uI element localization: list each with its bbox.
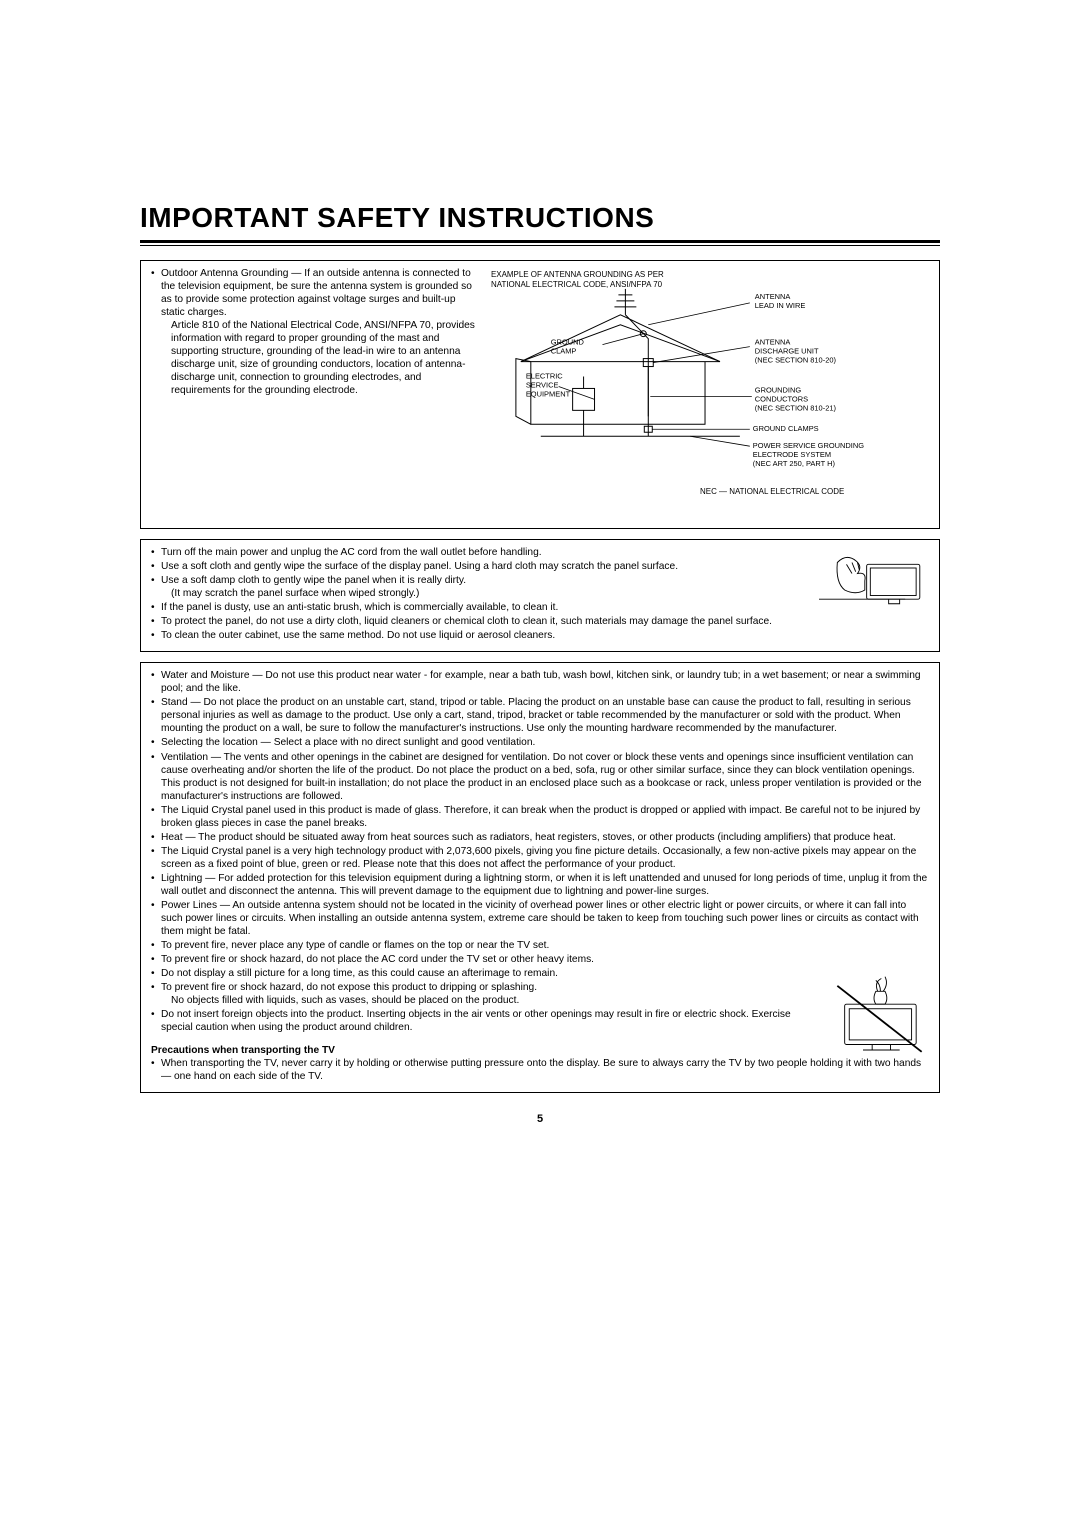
care-illustration: [819, 546, 929, 615]
safety-box: Water and Moisture — Do not use this pro…: [140, 662, 940, 1092]
svg-text:ANTENNA: ANTENNA: [755, 292, 791, 301]
antenna-diagram-svg: EXAMPLE OF ANTENNA GROUNDING AS PER NATI…: [491, 267, 929, 516]
svg-text:(NEC ART 250, PART H): (NEC ART 250, PART H): [753, 459, 836, 468]
safety-item: The Liquid Crystal panel used in this pr…: [151, 804, 929, 830]
care-tv-icon: [819, 546, 929, 610]
svg-text:EQUIPMENT: EQUIPMENT: [526, 389, 571, 398]
transport-heading: Precautions when transporting the TV: [151, 1044, 929, 1057]
safety-list: Water and Moisture — Do not use this pro…: [151, 669, 929, 1034]
svg-text:ANTENNA: ANTENNA: [755, 338, 791, 347]
svg-text:NATIONAL ELECTRICAL CODE, ANSI: NATIONAL ELECTRICAL CODE, ANSI/NFPA 70: [491, 280, 663, 289]
care-item: If the panel is dusty, use an anti-stati…: [151, 601, 811, 614]
safety-item: To prevent fire or shock hazard, do not …: [151, 981, 929, 1007]
safety-item: Do not insert foreign objects into the p…: [151, 1008, 929, 1034]
care-box: Turn off the main power and unplug the A…: [140, 539, 940, 652]
safety-item: Heat — The product should be situated aw…: [151, 831, 929, 844]
page-number: 5: [140, 1113, 940, 1125]
svg-text:DISCHARGE UNIT: DISCHARGE UNIT: [755, 347, 819, 356]
svg-text:SERVICE: SERVICE: [526, 380, 559, 389]
svg-text:GROUNDING: GROUNDING: [755, 385, 802, 394]
grounding-text: Outdoor Antenna Grounding — If an outsid…: [151, 267, 481, 520]
grounding-lead: Outdoor Antenna Grounding — If an outsid…: [161, 268, 472, 318]
safety-item: Ventilation — The vents and other openin…: [151, 751, 929, 803]
care-list: Turn off the main power and unplug the A…: [151, 546, 811, 614]
care-item-text: Use a soft damp cloth to gently wipe the…: [161, 575, 466, 586]
safety-item: The Liquid Crystal panel is a very high …: [151, 845, 929, 871]
safety-item: Selecting the location — Select a place …: [151, 736, 929, 749]
safety-item: Stand — Do not place the product on an u…: [151, 696, 929, 735]
safety-item-text: To prevent fire or shock hazard, do not …: [161, 982, 537, 993]
care-item: To clean the outer cabinet, use the same…: [151, 629, 929, 642]
safety-item: To prevent fire or shock hazard, do not …: [151, 953, 929, 966]
vase-tv-icon: [819, 973, 929, 1056]
grounding-box: Outdoor Antenna Grounding — If an outsid…: [140, 260, 940, 529]
svg-text:ELECTRODE SYSTEM: ELECTRODE SYSTEM: [753, 450, 831, 459]
title-rule-thin: [140, 245, 940, 246]
safety-item: Power Lines — An outside antenna system …: [151, 899, 929, 938]
grounding-bullet: Outdoor Antenna Grounding — If an outsid…: [151, 267, 481, 397]
svg-text:GROUND: GROUND: [551, 338, 585, 347]
svg-text:(NEC SECTION 810-21): (NEC SECTION 810-21): [755, 403, 837, 412]
svg-text:CLAMP: CLAMP: [551, 347, 577, 356]
svg-text:LEAD IN WIRE: LEAD IN WIRE: [755, 301, 806, 310]
svg-text:EXAMPLE OF ANTENNA GROUNDING A: EXAMPLE OF ANTENNA GROUNDING AS PER: [491, 270, 664, 279]
svg-text:NEC — NATIONAL ELECTRICAL CODE: NEC — NATIONAL ELECTRICAL CODE: [700, 487, 844, 496]
svg-text:CONDUCTORS: CONDUCTORS: [755, 394, 808, 403]
page-title: IMPORTANT SAFETY INSTRUCTIONS: [140, 202, 940, 234]
transport-bullet: When transporting the TV, never carry it…: [151, 1057, 929, 1083]
care-item: Turn off the main power and unplug the A…: [151, 546, 811, 559]
svg-text:POWER SERVICE GROUNDING: POWER SERVICE GROUNDING: [753, 441, 864, 450]
transport-list: When transporting the TV, never carry it…: [151, 1057, 929, 1083]
care-item: To protect the panel, do not use a dirty…: [151, 615, 929, 628]
care-item: Use a soft damp cloth to gently wipe the…: [151, 574, 811, 600]
svg-text:GROUND CLAMPS: GROUND CLAMPS: [753, 424, 819, 433]
title-rule-thick: [140, 240, 940, 243]
grounding-body: Article 810 of the National Electrical C…: [161, 319, 481, 397]
safety-item: Lightning — For added protection for thi…: [151, 872, 929, 898]
care-list-tail: To protect the panel, do not use a dirty…: [151, 615, 929, 642]
care-item: Use a soft cloth and gently wipe the sur…: [151, 560, 811, 573]
safety-item: Do not display a still picture for a lon…: [151, 967, 929, 980]
safety-item: To prevent fire, never place any type of…: [151, 939, 929, 952]
svg-text:ELECTRIC: ELECTRIC: [526, 371, 563, 380]
svg-text:(NEC SECTION 810-20): (NEC SECTION 810-20): [755, 356, 837, 365]
safety-item-sub: No objects filled with liquids, such as …: [161, 994, 929, 1007]
care-item-sub: (It may scratch the panel surface when w…: [161, 587, 811, 600]
grounding-diagram: EXAMPLE OF ANTENNA GROUNDING AS PER NATI…: [491, 267, 929, 520]
safety-item: Water and Moisture — Do not use this pro…: [151, 669, 929, 695]
